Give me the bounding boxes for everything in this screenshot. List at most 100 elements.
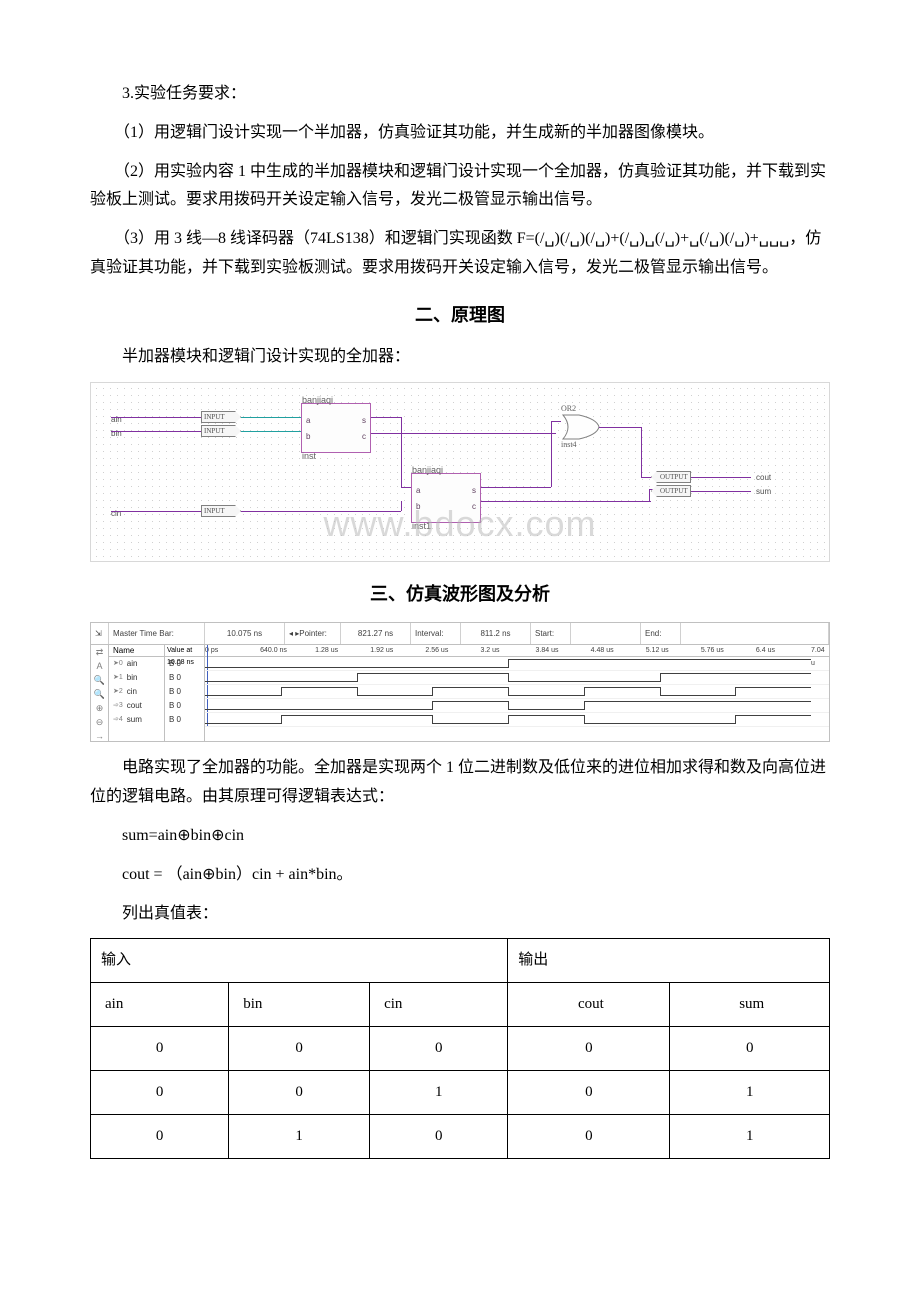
req-3: （3）用 3 线—8 线译码器（74LS138）和逻辑门实现函数 F=(/␣)(… <box>90 225 830 283</box>
wf-signal-val: B 0 <box>165 713 204 727</box>
table-row: ainbincincoutsum <box>91 983 830 1027</box>
pin-a: a <box>306 414 310 428</box>
schematic-diagram: ain INPUT bin INPUT cin INPUT banjiaqi a… <box>90 382 830 562</box>
wf-start-label: Start: <box>531 623 571 644</box>
pin-a2: a <box>416 484 420 498</box>
wf-tool-icon[interactable]: → <box>91 729 108 743</box>
td-cell: 0 <box>508 1115 670 1159</box>
wf-col-val: Value at 10.08 ns <box>165 645 205 657</box>
wire <box>111 417 201 418</box>
wf-tool-icon[interactable]: ⊖ <box>91 715 108 729</box>
wf-ptr-text: Pointer: <box>299 627 327 641</box>
or-inst: inst4 <box>561 438 577 452</box>
wf-tick: 3.2 us <box>480 645 499 658</box>
wf-tool-icon[interactable]: 🔍 <box>91 673 108 687</box>
td-cell: 0 <box>91 1071 229 1115</box>
pin-c2: c <box>472 500 476 514</box>
wire <box>551 421 552 487</box>
port-cin: INPUT <box>201 505 241 517</box>
td-cell: 0 <box>508 1027 670 1071</box>
wire <box>241 417 301 418</box>
wire <box>551 421 561 422</box>
wf-signal-val: B 0 <box>165 685 204 699</box>
block-label2: banjiaqi <box>412 462 443 478</box>
td-cell: 0 <box>91 1027 229 1071</box>
wf-wave-row <box>205 671 829 685</box>
wf-tick: 3.84 us <box>536 645 559 658</box>
pin-s: s <box>362 414 366 428</box>
th-col: cin <box>370 983 508 1027</box>
wf-signal-val: B 0 <box>165 657 204 671</box>
port-bin-label: bin <box>111 427 122 441</box>
wf-wave-row <box>205 713 829 727</box>
req-1-text: （1）用逻辑门设计实现一个半加器，仿真验证其功能，并生成新的半加器图像模块。 <box>122 124 714 141</box>
wire <box>599 427 641 428</box>
wave-explain: 电路实现了全加器的功能。全加器是实现两个 1 位二进制数及低位来的进位相加求得和… <box>90 754 830 812</box>
wf-names: ➤0ain➤1bin➤2cin➾3cout➾4sum <box>109 657 165 741</box>
td-cell: 1 <box>370 1071 508 1115</box>
td-cell: 1 <box>229 1115 370 1159</box>
wf-signal-name: ➤1bin <box>109 671 164 685</box>
td-cell: 0 <box>229 1027 370 1071</box>
heading-schematic: 二、原理图 <box>90 299 830 331</box>
wf-tick: 2.56 us <box>425 645 448 658</box>
th-col: sum <box>670 983 830 1027</box>
wf-end-label: End: <box>641 623 681 644</box>
or-gate: OR2 inst4 <box>561 413 601 441</box>
wire <box>371 433 556 434</box>
input-label2: INPUT <box>204 427 225 435</box>
wire <box>401 501 402 511</box>
heading-waveform: 三、仿真波形图及分析 <box>90 578 830 610</box>
inst-label: inst <box>302 448 316 464</box>
pin-s2: s <box>472 484 476 498</box>
pin-b2: b <box>416 500 420 514</box>
wf-tool-icon[interactable]: ⇄ <box>91 645 108 659</box>
wf-signal-val: B 0 <box>165 699 204 713</box>
wf-tick: 1.92 us <box>370 645 393 658</box>
th-output: 输出 <box>508 939 830 983</box>
wf-tool-icon[interactable]: ⊕ <box>91 701 108 715</box>
th-col: bin <box>229 983 370 1027</box>
port-ain-label: ain <box>111 413 122 427</box>
wave-explain-text: 电路实现了全加器的功能。全加器是实现两个 1 位二进制数及低位来的进位相加求得和… <box>90 759 826 805</box>
out-label2: OUTPUT <box>654 487 688 495</box>
wf-signal-name: ➾4sum <box>109 713 164 727</box>
pin-b: b <box>306 430 310 444</box>
wire <box>371 417 401 418</box>
port-sum: OUTPUT <box>651 485 691 497</box>
port-sum-label: sum <box>756 485 771 499</box>
wire <box>111 431 201 432</box>
port-cout: OUTPUT <box>651 471 691 483</box>
block-halfadder-2: banjiaqi a b s c inst1 <box>411 473 481 523</box>
td-cell: 0 <box>229 1071 370 1115</box>
wire <box>401 487 411 488</box>
schematic-caption: 半加器模块和逻辑门设计实现的全加器： <box>90 343 830 372</box>
td-cell: 0 <box>91 1115 229 1159</box>
wf-wave-row <box>205 657 829 671</box>
req-3-text: （3）用 3 线—8 线译码器（74LS138）和逻辑门实现函数 F=(/␣)(… <box>90 230 821 276</box>
req-2: （2）用实验内容 1 中生成的半加器模块和逻辑门设计实现一个全加器，仿真验证其功… <box>90 158 830 216</box>
input-label3: INPUT <box>204 507 225 515</box>
td-cell: 0 <box>370 1115 508 1159</box>
td-cell: 0 <box>670 1027 830 1071</box>
wf-ptr-val: 821.27 ns <box>341 623 411 644</box>
table-row: 输入 输出 <box>91 939 830 983</box>
block-label: banjiaqi <box>302 392 333 408</box>
wf-ptr-label: ◂ ▸ Pointer: <box>285 623 341 644</box>
wf-start-val <box>571 623 641 644</box>
wf-tick: 1.28 us <box>315 645 338 658</box>
wire <box>481 501 651 502</box>
table-row: 00000 <box>91 1027 830 1071</box>
wf-toolbar[interactable]: ⇄A🔍🔍⊕⊖→ <box>91 645 109 741</box>
wf-corner-icon: ⇲ <box>91 623 109 644</box>
wf-tool-icon[interactable]: A <box>91 659 108 673</box>
wf-signal-name: ➾3cout <box>109 699 164 713</box>
wf-signal-name: ➤2cin <box>109 685 164 699</box>
td-cell: 1 <box>670 1115 830 1159</box>
req-1: （1）用逻辑门设计实现一个半加器，仿真验证其功能，并生成新的半加器图像模块。 <box>90 119 830 148</box>
wf-tool-icon[interactable]: 🔍 <box>91 687 108 701</box>
th-col: cout <box>508 983 670 1027</box>
wf-mtb-val: 10.075 ns <box>205 623 285 644</box>
wf-wave-row <box>205 685 829 699</box>
wire <box>649 489 650 501</box>
